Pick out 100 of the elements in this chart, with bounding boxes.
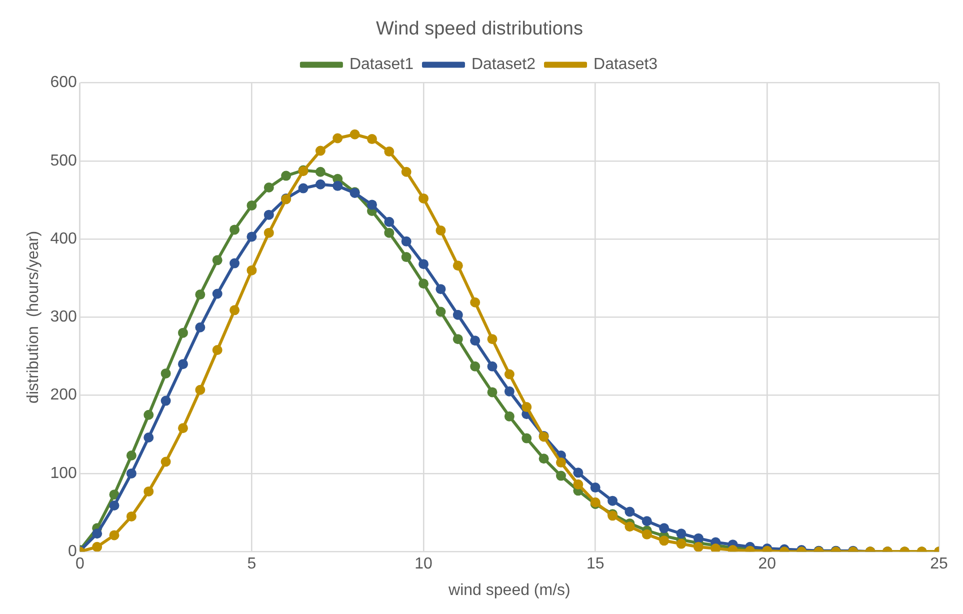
legend-label: Dataset2	[471, 56, 536, 74]
point	[315, 179, 326, 190]
point	[160, 456, 171, 467]
point	[350, 129, 360, 140]
point	[366, 134, 377, 144]
point	[676, 528, 686, 539]
point	[487, 334, 498, 344]
point	[384, 216, 394, 227]
point	[195, 322, 206, 332]
point	[418, 278, 429, 289]
point	[452, 260, 463, 271]
point	[212, 255, 222, 266]
point	[538, 454, 549, 464]
point	[160, 368, 171, 378]
point	[178, 359, 188, 370]
x-axis-title: wind speed (m/s)	[448, 582, 570, 599]
point	[109, 490, 120, 500]
point	[642, 529, 652, 540]
x-tick-label: 5	[247, 556, 256, 573]
point	[401, 166, 412, 177]
point	[693, 533, 704, 544]
point	[126, 468, 136, 478]
x-tick-label: 10	[414, 556, 433, 573]
point	[710, 543, 721, 552]
point	[452, 334, 463, 344]
x-tick-label: 25	[930, 556, 948, 573]
point	[659, 523, 670, 534]
point	[504, 386, 514, 396]
y-tick-label: 400	[50, 230, 77, 248]
point	[109, 530, 120, 540]
point	[230, 305, 240, 316]
point	[401, 252, 412, 262]
point	[642, 516, 652, 526]
point	[109, 500, 120, 510]
y-tick-label: 500	[50, 152, 77, 170]
point	[178, 423, 188, 434]
y-tick-label: 0	[68, 543, 77, 560]
point	[504, 369, 514, 380]
point	[659, 536, 670, 546]
point	[487, 387, 498, 398]
point	[401, 236, 412, 246]
point	[178, 328, 188, 338]
point	[624, 506, 635, 517]
point	[366, 200, 377, 210]
point	[504, 411, 514, 422]
point	[522, 402, 532, 412]
point	[470, 336, 480, 346]
x-tick-label: 15	[586, 556, 604, 573]
legend-label: Dataset3	[594, 56, 658, 74]
point	[144, 432, 154, 443]
point	[144, 410, 154, 420]
point	[144, 486, 154, 496]
point	[436, 284, 446, 294]
point	[556, 458, 566, 468]
point	[281, 170, 292, 181]
point	[230, 258, 240, 268]
point	[487, 361, 498, 372]
y-axis-title: distribution (hours/year)	[25, 230, 42, 404]
x-tick-label: 20	[758, 556, 776, 573]
y-tick-label: 200	[50, 386, 77, 404]
point	[470, 361, 480, 372]
point	[92, 528, 102, 539]
point	[315, 146, 326, 156]
point	[92, 542, 102, 552]
y-tick-label: 100	[50, 464, 77, 482]
point	[160, 396, 171, 406]
point	[264, 228, 274, 238]
chart-title: Wind speed distributions	[376, 18, 583, 40]
point	[264, 182, 274, 192]
point	[693, 542, 704, 552]
point	[608, 496, 618, 506]
point	[418, 259, 429, 270]
legend-label: Dataset1	[349, 56, 414, 74]
point	[418, 193, 429, 204]
y-tick-label: 600	[50, 74, 77, 92]
point	[470, 297, 480, 308]
point	[126, 450, 136, 460]
point	[246, 200, 257, 210]
point	[230, 224, 240, 235]
point	[624, 522, 635, 532]
point	[264, 210, 274, 220]
point	[126, 511, 136, 522]
point	[298, 183, 308, 194]
y-tick-label: 300	[50, 308, 77, 326]
point	[332, 180, 343, 191]
point	[676, 538, 686, 549]
point	[195, 290, 206, 300]
point	[246, 265, 257, 276]
point	[436, 306, 446, 317]
point	[315, 166, 326, 177]
point	[212, 345, 222, 356]
point	[195, 384, 206, 395]
point	[246, 232, 257, 242]
point	[212, 288, 222, 299]
point	[573, 468, 584, 478]
point	[384, 146, 394, 157]
point	[332, 133, 343, 144]
point	[573, 479, 584, 490]
point	[436, 225, 446, 236]
point	[590, 482, 600, 493]
